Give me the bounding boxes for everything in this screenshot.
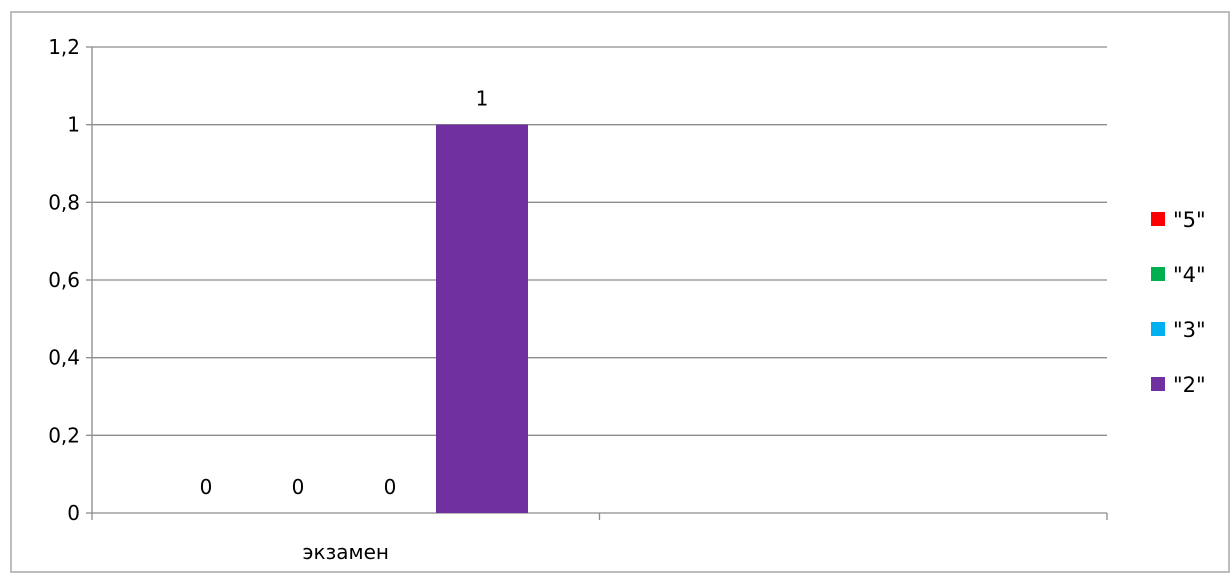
legend-swatch (1151, 267, 1165, 281)
data-label: 1 (476, 87, 489, 111)
legend-label: "2" (1173, 373, 1206, 397)
data-label: 0 (292, 475, 305, 499)
legend-swatch (1151, 322, 1165, 336)
legend-label: "4" (1173, 263, 1206, 287)
y-tick-label: 0,8 (48, 190, 80, 214)
legend-label: "3" (1173, 318, 1206, 342)
y-tick-label: 1,2 (48, 35, 80, 59)
legend-label: "5" (1173, 208, 1206, 232)
y-tick-label: 0,4 (48, 346, 80, 370)
chart-frame (10, 11, 1230, 573)
y-tick-label: 1 (67, 113, 80, 137)
y-tick-label: 0,2 (48, 423, 80, 447)
y-tick-label: 0,6 (48, 268, 80, 292)
x-tick-label: экзамен (303, 540, 389, 564)
data-label: 0 (200, 475, 213, 499)
y-tick-label: 0 (67, 501, 80, 525)
legend-swatch (1151, 212, 1165, 226)
bar (436, 124, 528, 514)
legend-swatch (1151, 377, 1165, 391)
data-label: 0 (384, 475, 397, 499)
